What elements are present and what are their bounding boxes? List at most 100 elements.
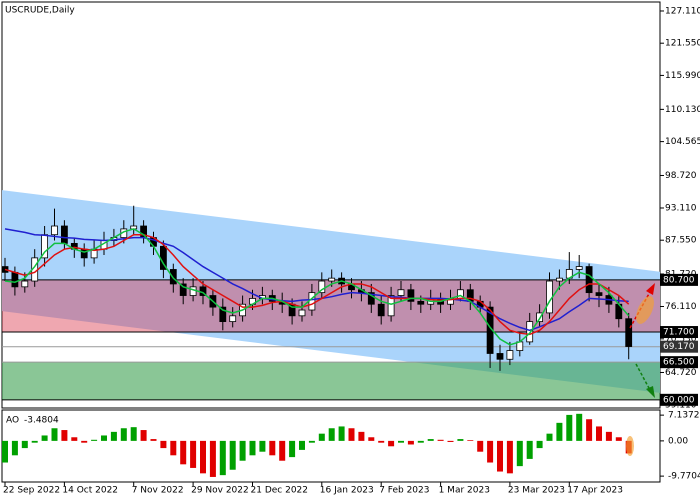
candle-body	[367, 292, 375, 305]
candle-body	[506, 350, 514, 360]
y-tick-label: 64.720	[665, 368, 697, 378]
y-tick-label: 127.110	[665, 6, 700, 16]
level-label: 71.700	[663, 328, 695, 338]
candle-body	[595, 292, 603, 296]
indicator-bar	[318, 433, 325, 441]
indicator-bar	[457, 439, 464, 441]
indicator-value: -3.4804	[24, 416, 59, 426]
candle-body	[229, 315, 237, 323]
indicator-bar	[11, 440, 18, 456]
channel	[2, 190, 660, 393]
indicator-bar	[130, 427, 137, 441]
indicator-bar	[417, 440, 424, 443]
y-tick-label: 87.550	[665, 236, 697, 246]
indicator-bar	[259, 440, 266, 452]
indicator-bar	[566, 414, 573, 441]
indicator-bar	[358, 431, 365, 441]
indicator-bar	[71, 437, 78, 441]
candle-body	[298, 309, 306, 317]
indicator-bar	[506, 440, 513, 474]
candle-body	[397, 289, 405, 296]
x-tick-label: 21 Dec 2022	[251, 486, 309, 496]
y-tick-label: 76.110	[665, 302, 697, 312]
y-tick-label: 104.565	[665, 137, 700, 147]
y-tick-label: 110.130	[665, 105, 700, 115]
indicator-bar	[101, 435, 107, 441]
level-label: 60.000	[663, 395, 695, 405]
indicator-bar	[596, 426, 602, 441]
x-tick-label: 7 Nov 2022	[132, 486, 184, 496]
indicator-bar	[447, 440, 454, 442]
indicator-bar	[398, 440, 404, 443]
candle-body	[377, 303, 385, 317]
indicator-bar	[140, 430, 147, 441]
candle-body	[585, 266, 593, 294]
indicator-bar	[576, 413, 583, 441]
indicator-bar	[269, 440, 276, 456]
level-tag	[660, 356, 698, 369]
indicator-bar	[91, 439, 98, 441]
candle-body	[575, 266, 583, 270]
y-tick-label: 121.550	[665, 39, 700, 49]
up-arrow-head	[646, 283, 655, 295]
indicator-bar	[190, 440, 197, 468]
indicator-bar	[427, 439, 434, 441]
indicator-bar	[61, 430, 68, 441]
candle-body	[417, 300, 425, 305]
indicator-bar	[477, 440, 484, 452]
indicator-bar	[170, 440, 177, 456]
indicator-bar	[536, 440, 543, 449]
x-tick-label: 29 Nov 2022	[191, 486, 249, 496]
indicator-bar	[487, 440, 494, 463]
candle-body	[556, 277, 563, 282]
moving-average	[4, 233, 630, 336]
indicator-bar	[328, 428, 335, 441]
indicator-bar	[615, 437, 622, 441]
indicator-tick-label: -9.7704	[668, 472, 700, 482]
level-label: 80.700	[663, 275, 695, 285]
indicator-bar	[160, 440, 167, 449]
indicator-bar	[338, 426, 345, 441]
indicator-bar	[299, 440, 305, 450]
indicator-bar	[497, 440, 503, 472]
level-tag	[660, 393, 698, 406]
x-tick-label: 16 Jan 2023	[320, 486, 374, 496]
indicator-bar	[516, 440, 523, 467]
candle-body	[21, 280, 29, 288]
indicator-bar	[368, 437, 375, 441]
indicator-name: AO	[6, 416, 19, 426]
candle-body	[51, 225, 58, 236]
indicator-bar	[407, 440, 414, 445]
indicator-bar	[41, 435, 48, 441]
x-tick-label: 22 Sep 2022	[3, 486, 60, 496]
zone	[2, 279, 660, 333]
chart-title: USCRUDE,Daily	[5, 6, 75, 16]
indicator-bar	[150, 439, 157, 441]
y-tick-label: 70.530	[665, 334, 697, 344]
indicator-tick-label: 7.1372	[668, 411, 700, 421]
candle-body	[11, 271, 19, 288]
indicator-bar	[81, 440, 88, 443]
zone	[2, 362, 660, 400]
indicator-bar	[348, 428, 355, 441]
candle-body	[526, 321, 534, 343]
candle-body	[318, 280, 326, 294]
x-tick-label: 17 Apr 2023	[567, 486, 623, 496]
indicator-bar	[249, 440, 256, 456]
level-tag	[660, 273, 698, 286]
x-tick-label: 14 Oct 2022	[62, 486, 118, 496]
indicator-bar	[378, 440, 385, 443]
indicator-bar	[2, 440, 8, 463]
indicator-bar	[209, 440, 216, 477]
candle-body	[328, 277, 336, 282]
level-label: 66.500	[663, 358, 695, 368]
indicator-bar	[556, 422, 563, 441]
x-tick-label: 23 Mar 2023	[508, 486, 565, 496]
highlight	[636, 296, 654, 324]
indicator-bar	[239, 440, 246, 461]
indicator-bar	[437, 439, 444, 441]
candle-body	[61, 225, 68, 244]
y-tick-label: 98.720	[665, 171, 697, 181]
y-tick-label: 93.110	[665, 203, 697, 213]
